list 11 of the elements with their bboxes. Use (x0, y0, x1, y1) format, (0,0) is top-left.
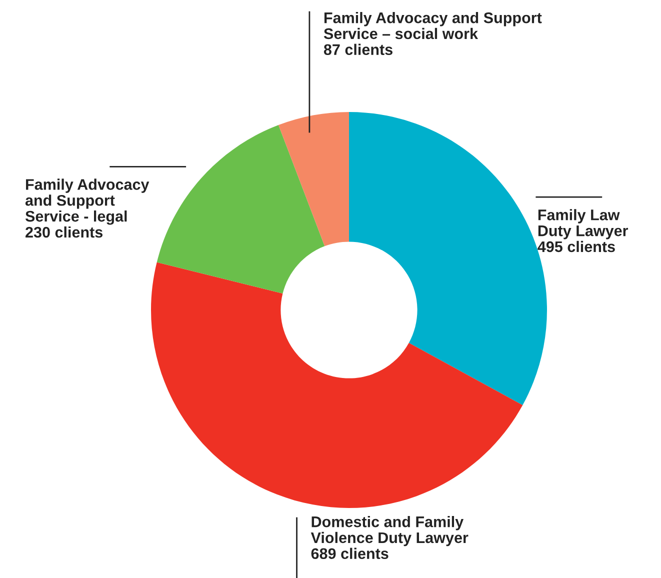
donut-slice (278, 112, 349, 246)
slice-label: Family Advocacy and Support Service - legal (25, 178, 150, 225)
slice-label: Family Advocacy and Support Service – social work (324, 12, 542, 40)
data-label: 87 clients (324, 44, 392, 56)
data-label: 230 clients (26, 226, 103, 238)
donut-slice (151, 262, 523, 508)
slice-label: Domestic and Family Violence Duty Lawyer (310, 516, 468, 546)
data-label: 689 clients (311, 548, 388, 560)
donut-slice (156, 124, 325, 294)
data-label: 495 clients (538, 240, 615, 252)
slice-label: Family Law Duty Lawyer (538, 209, 628, 240)
